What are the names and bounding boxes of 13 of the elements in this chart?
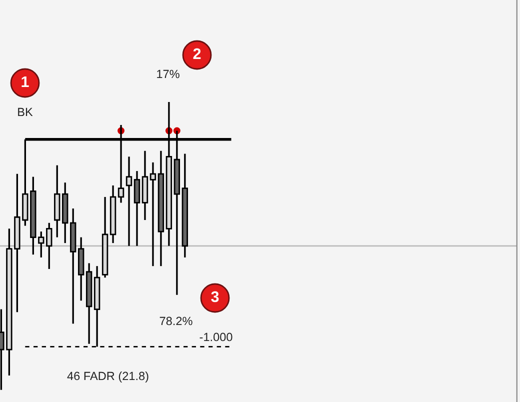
candlestick (46, 222, 52, 270)
text: -1.000 (200, 332, 232, 342)
text: 1 (22, 76, 29, 87)
candlestick (134, 170, 140, 247)
candlestick (38, 230, 44, 258)
annotation: 78.2% (160, 316, 192, 326)
candlestick (126, 156, 132, 247)
text: 2 (193, 48, 201, 59)
annotation: 46 FADR (21.8) (67, 371, 148, 382)
annotation: BK (18, 108, 33, 116)
candlestick (150, 162, 156, 267)
text: 3 (211, 291, 219, 302)
text: 17% (157, 70, 180, 78)
